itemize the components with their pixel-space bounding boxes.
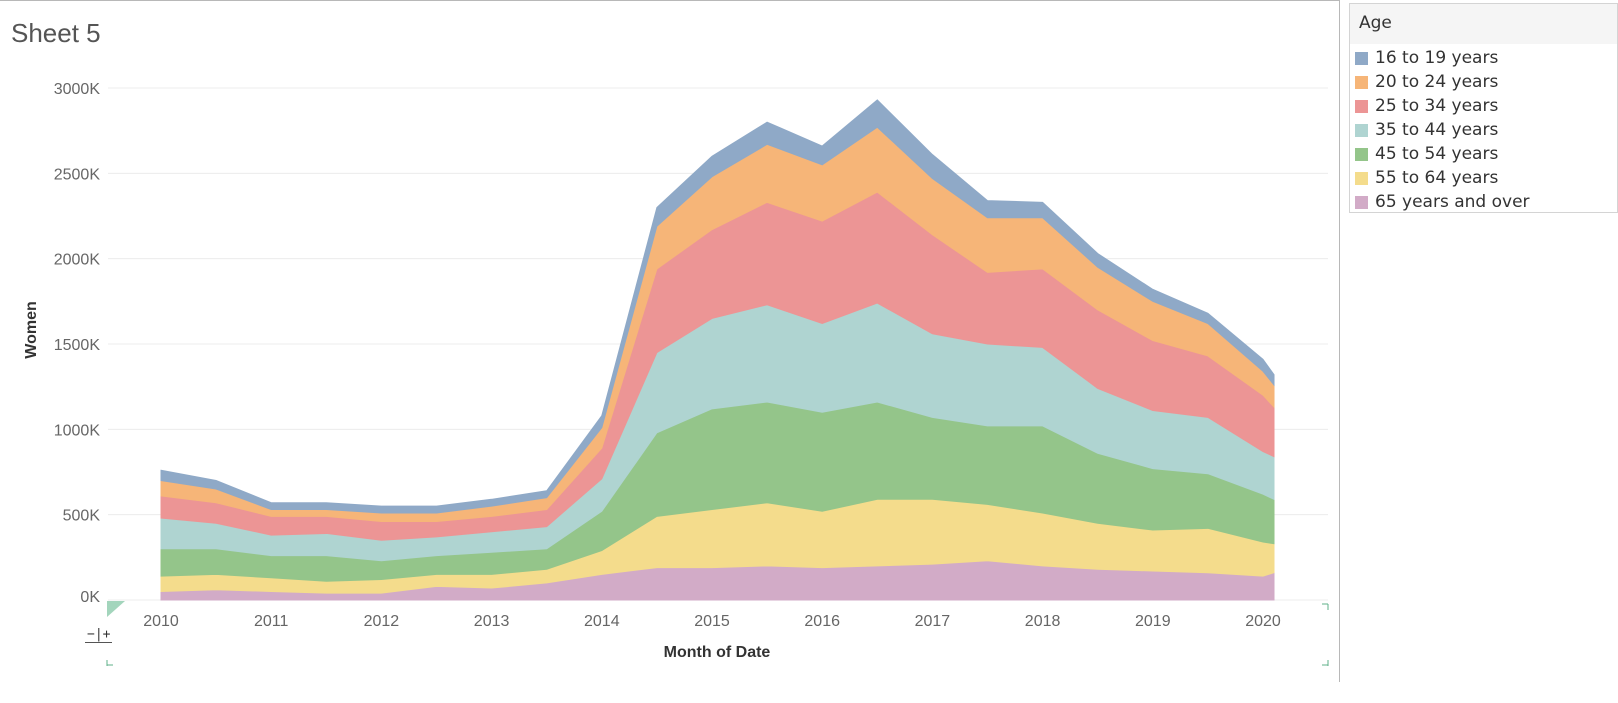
legend-item[interactable]: 65 years and over <box>1355 190 1530 214</box>
area-series-16-to-19-years[interactable] <box>160 99 1275 514</box>
legend-swatch <box>1355 51 1368 65</box>
legend-item[interactable]: 45 to 54 years <box>1355 142 1498 166</box>
legend-label: 20 to 24 years <box>1375 72 1499 92</box>
y-tick-label: 1500K <box>54 337 101 354</box>
y-tick-label: 500K <box>63 508 101 525</box>
legend-label: 16 to 19 years <box>1375 48 1499 68</box>
legend-title: Age <box>1359 13 1392 33</box>
legend-swatch <box>1355 123 1368 137</box>
legend-swatch <box>1355 147 1368 161</box>
y-tick-label: 0K <box>80 589 100 606</box>
x-tick-label: 2011 <box>254 613 289 630</box>
axis-resize-handle[interactable] <box>107 601 127 619</box>
worksheet-frame <box>0 0 1340 682</box>
x-tick-label: 2012 <box>364 613 400 630</box>
legend-header <box>1350 4 1617 44</box>
legend-label: 65 years and over <box>1375 192 1530 212</box>
y-tick-label: 2500K <box>54 166 101 183</box>
legend-item[interactable]: 25 to 34 years <box>1355 94 1498 118</box>
legend-swatch <box>1355 99 1368 113</box>
x-tick-label: 2010 <box>143 613 179 630</box>
legend-item[interactable]: 16 to 19 years <box>1355 46 1498 70</box>
y-tick-label: 2000K <box>54 252 101 269</box>
axis-corner-marks <box>106 603 1329 666</box>
y-tick-label: 3000K <box>54 81 101 98</box>
legend-label: 55 to 64 years <box>1375 168 1499 188</box>
legend-label: 25 to 34 years <box>1375 96 1499 116</box>
legend-swatch <box>1355 171 1368 185</box>
stacked-area-chart[interactable]: 0K 500K 1000K 1500K 2000K 2500K 3000K 2010 2011… <box>0 0 1340 680</box>
age-legend: Age 16 to 19 years 20 to 24 years 25 to 34… <box>1349 3 1618 213</box>
legend-item[interactable]: 55 to 64 years <box>1355 166 1498 190</box>
y-axis-label: Women <box>23 301 40 358</box>
x-tick-label: 2016 <box>804 613 840 630</box>
legend-item[interactable]: 20 to 24 years <box>1355 70 1498 94</box>
x-tick-label: 2017 <box>915 613 951 630</box>
chart-areas <box>160 99 1275 601</box>
x-axis-label: Month of Date <box>664 644 771 661</box>
legend-label: 35 to 44 years <box>1375 120 1499 140</box>
x-axis-ticks: 2010 2011 2012 2013 2014 2015 2016 2017 2018 2019… <box>143 613 1281 630</box>
legend-item[interactable]: 35 to 44 years <box>1355 118 1498 142</box>
x-tick-label: 2013 <box>474 613 510 630</box>
legend-swatch <box>1355 195 1368 209</box>
x-tick-label: 2015 <box>694 613 730 630</box>
sheet-title: Sheet 5 <box>11 18 101 48</box>
y-axis-ticks: 0K 500K 1000K 1500K 2000K 2500K 3000K <box>54 81 101 606</box>
x-tick-label: 2020 <box>1245 613 1281 630</box>
x-tick-label: 2018 <box>1025 613 1061 630</box>
y-tick-label: 1000K <box>54 422 101 439</box>
legend-swatch <box>1355 75 1368 89</box>
legend-label: 45 to 54 years <box>1375 144 1499 164</box>
x-tick-label: 2019 <box>1135 613 1171 630</box>
zoom-out-in-icon[interactable]: −|+ <box>85 627 113 643</box>
x-tick-label: 2014 <box>584 613 620 630</box>
